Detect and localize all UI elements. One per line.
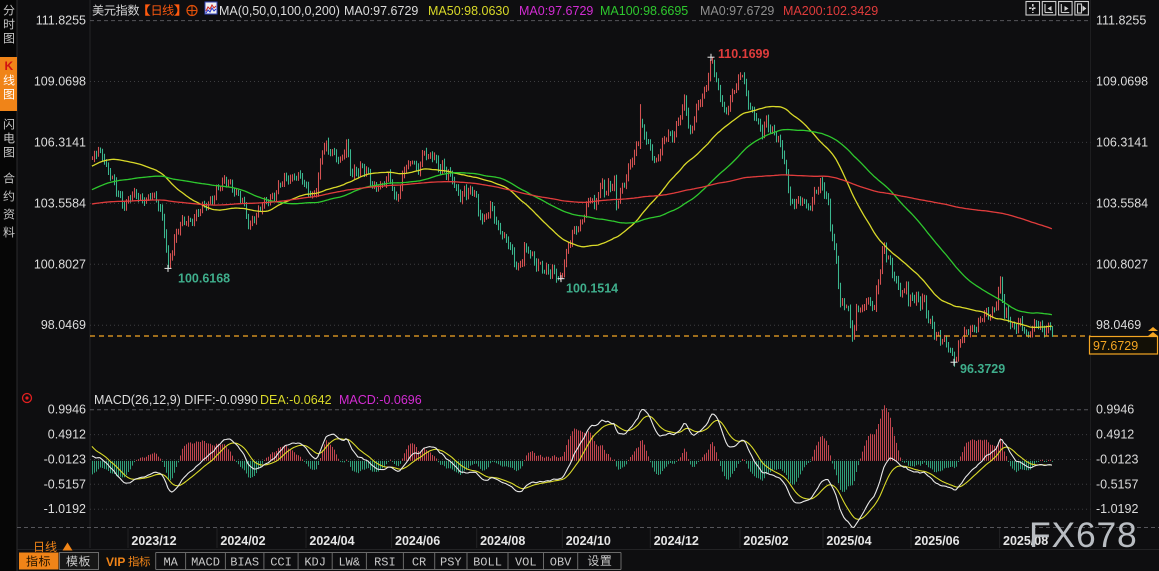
svg-text:PSY: PSY xyxy=(440,556,462,570)
svg-text:FX678: FX678 xyxy=(1029,515,1138,555)
svg-text:MA50:98.0630: MA50:98.0630 xyxy=(428,4,509,18)
svg-text:MACD: MACD xyxy=(191,556,220,570)
svg-text:96.3729: 96.3729 xyxy=(960,362,1005,376)
svg-text:0.9946: 0.9946 xyxy=(1096,403,1134,417)
svg-text:2024/12: 2024/12 xyxy=(654,534,699,548)
svg-text:0.9946: 0.9946 xyxy=(48,403,86,417)
svg-text:97.6729: 97.6729 xyxy=(1093,339,1138,353)
svg-text:-1.0192: -1.0192 xyxy=(44,502,86,516)
svg-text:OBV: OBV xyxy=(550,556,572,570)
svg-text:110.1699: 110.1699 xyxy=(718,47,769,61)
svg-text:-0.5157: -0.5157 xyxy=(1096,477,1138,491)
svg-text:98.0469: 98.0469 xyxy=(41,318,86,332)
svg-text:2025/08: 2025/08 xyxy=(1003,534,1048,548)
svg-text:CR: CR xyxy=(412,556,426,570)
svg-text:109.0698: 109.0698 xyxy=(1096,75,1148,89)
svg-text:2023/12: 2023/12 xyxy=(131,534,176,548)
svg-text:2024/08: 2024/08 xyxy=(480,534,525,548)
svg-text:-0.5157: -0.5157 xyxy=(44,477,86,491)
svg-text:MA(0,50,0,100,0,200): MA(0,50,0,100,0,200) xyxy=(219,4,340,18)
svg-text:MACD(26,12,9) DIFF:-0.0990: MACD(26,12,9) DIFF:-0.0990 xyxy=(94,393,258,407)
svg-text:106.3141: 106.3141 xyxy=(1096,135,1148,149)
svg-text:CCI: CCI xyxy=(270,556,292,570)
svg-text:106.3141: 106.3141 xyxy=(34,135,86,149)
svg-text:100.1514: 100.1514 xyxy=(566,282,618,296)
svg-text:100.6168: 100.6168 xyxy=(178,271,230,285)
svg-text:100.8027: 100.8027 xyxy=(34,257,86,271)
svg-text:2025/02: 2025/02 xyxy=(743,534,788,548)
svg-text:LW&: LW& xyxy=(338,556,360,570)
svg-text:KDJ: KDJ xyxy=(304,556,326,570)
svg-text:BOLL: BOLL xyxy=(473,556,502,570)
svg-text:109.0698: 109.0698 xyxy=(34,75,86,89)
svg-text:2024/04: 2024/04 xyxy=(309,534,354,548)
svg-text:103.5584: 103.5584 xyxy=(1096,196,1148,210)
svg-text:2025/04: 2025/04 xyxy=(826,534,871,548)
svg-text:2024/10: 2024/10 xyxy=(566,534,611,548)
svg-text:MA100:98.6695: MA100:98.6695 xyxy=(600,4,688,18)
svg-text:2024/06: 2024/06 xyxy=(395,534,440,548)
svg-text:VIP: VIP xyxy=(106,555,125,569)
svg-text:0.4912: 0.4912 xyxy=(1096,428,1134,442)
svg-text:MA0:97.6729: MA0:97.6729 xyxy=(344,4,418,18)
svg-text:K: K xyxy=(5,59,14,73)
svg-text:VOL: VOL xyxy=(515,556,537,570)
svg-text:MACD:-0.0696: MACD:-0.0696 xyxy=(339,393,422,407)
svg-text:-0.0123: -0.0123 xyxy=(1096,453,1138,467)
svg-text:MA0:97.6729: MA0:97.6729 xyxy=(519,4,593,18)
svg-text:111.8255: 111.8255 xyxy=(36,14,86,28)
svg-text:MA: MA xyxy=(163,556,178,570)
svg-text:MA200:102.3429: MA200:102.3429 xyxy=(783,4,878,18)
svg-text:MA0:97.6729: MA0:97.6729 xyxy=(700,4,774,18)
svg-text:0.4912: 0.4912 xyxy=(48,428,86,442)
svg-text:98.0469: 98.0469 xyxy=(1096,318,1141,332)
svg-text:BIAS: BIAS xyxy=(230,556,259,570)
svg-text:DEA:-0.0642: DEA:-0.0642 xyxy=(260,393,332,407)
svg-text:103.5584: 103.5584 xyxy=(34,196,86,210)
svg-text:-1.0192: -1.0192 xyxy=(1096,502,1138,516)
svg-text:100.8027: 100.8027 xyxy=(1096,257,1148,271)
svg-text:RSI: RSI xyxy=(374,556,396,570)
svg-text:2024/02: 2024/02 xyxy=(220,534,265,548)
svg-text:2025/06: 2025/06 xyxy=(914,534,959,548)
svg-text:-0.0123: -0.0123 xyxy=(44,453,86,467)
svg-text:111.8255: 111.8255 xyxy=(1096,14,1146,28)
